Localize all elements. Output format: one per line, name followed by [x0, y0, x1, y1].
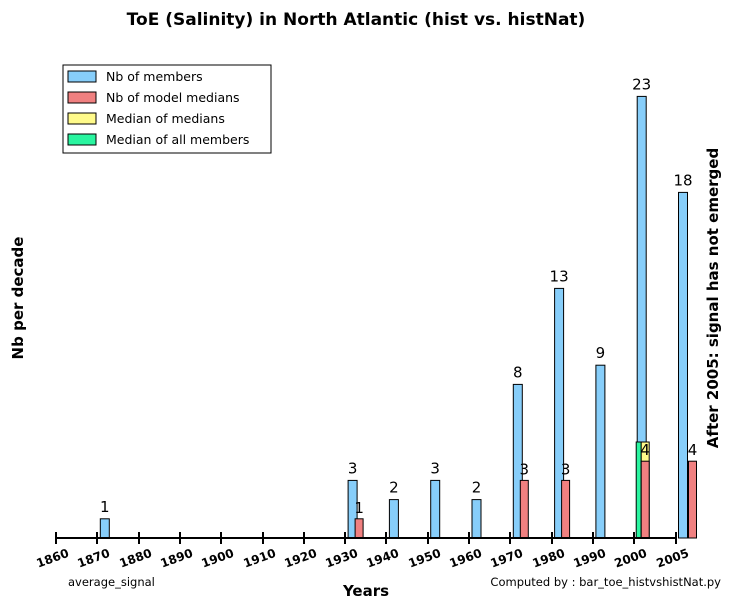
data-label-nb-of-members-1980: 13 [550, 267, 569, 285]
data-label-nb-of-model-medians-1980: 3 [561, 460, 571, 478]
x-tick-label-2000: 2000 [613, 546, 649, 571]
computed-by-note: Computed by : bar_toe_histvshistNat.py [490, 575, 721, 589]
legend-swatch-median-of-medians [67, 112, 97, 125]
data-label-nb-of-members-1960: 2 [472, 479, 482, 497]
x-tick-label-2005: 2005 [655, 546, 691, 571]
data-label-nb-of-model-medians-2005: 4 [688, 441, 698, 459]
right-axis-label: After 2005: signal has not emerged [704, 148, 722, 448]
bar-nb-of-members-1940 [388, 499, 399, 539]
x-tick-label-1930: 1930 [324, 546, 360, 571]
bar-nb-of-members-1960 [471, 499, 482, 539]
legend-swatch-nb-of-model-medians [67, 91, 97, 104]
x-tick-label-1860: 1860 [35, 546, 71, 571]
legend-swatch-nb-of-members [67, 70, 97, 83]
bar-nb-of-members-1990 [595, 364, 606, 539]
data-label-nb-of-members-1990: 9 [596, 344, 606, 362]
legend-box [62, 64, 272, 154]
bar-nb-of-model-medians-1970 [519, 479, 529, 539]
average-signal-note: average_signal [68, 575, 155, 589]
x-tick-label-1960: 1960 [448, 546, 484, 571]
x-tick-label-1980: 1980 [531, 546, 567, 571]
x-axis: 1860 1870 1880 1890 1900 1910 1920 1930 1940 1950… [35, 532, 691, 571]
x-tick-label-1920: 1920 [283, 546, 319, 571]
data-label-nb-of-members-1950: 3 [430, 459, 440, 477]
x-tick-label-1990: 1990 [572, 546, 608, 571]
bar-nb-of-model-medians-1980 [561, 479, 571, 539]
x-tick-label-1870: 1870 [76, 546, 112, 571]
legend: Nb of members Nb of model medians Median o… [62, 64, 272, 154]
data-label-nb-of-model-medians-1930: 1 [354, 499, 364, 517]
bar-nb-of-model-medians-2000 [640, 460, 650, 539]
data-label-nb-of-model-medians-2000: 4 [640, 441, 650, 459]
x-tick-label-1950: 1950 [407, 546, 443, 571]
x-tick-label-1880: 1880 [118, 546, 154, 571]
y-axis-label: Nb per decade [9, 237, 27, 360]
legend-label-nb-of-model-medians: Nb of model medians [106, 90, 240, 105]
data-label-nb-of-members-1930: 3 [348, 459, 358, 477]
chart-title: ToE (Salinity) in North Atlantic (hist v… [127, 10, 586, 30]
data-label-nb-of-members-1970: 8 [513, 363, 523, 381]
x-axis-label: Years [342, 582, 389, 600]
bars-group [99, 95, 697, 539]
legend-label-median-of-all-members: Median of all members [106, 132, 249, 147]
data-label-nb-of-members-2000: 23 [632, 75, 651, 93]
data-label-nb-of-model-medians-1970: 3 [520, 460, 530, 478]
data-label-nb-of-members-1870: 1 [100, 498, 110, 516]
x-tick-label-1900: 1900 [200, 546, 236, 571]
bar-nb-of-members-2005 [678, 191, 688, 539]
x-tick-label-1910: 1910 [242, 546, 278, 571]
legend-swatch-median-of-all-members [67, 133, 97, 146]
x-tick-label-1970: 1970 [489, 546, 525, 571]
bar-nb-of-members-1870 [99, 518, 110, 539]
data-label-nb-of-members-2005: 18 [673, 171, 692, 189]
x-tick-label-1940: 1940 [365, 546, 401, 571]
legend-label-median-of-medians: Median of medians [106, 111, 225, 126]
data-label-nb-of-members-1940: 2 [389, 479, 399, 497]
bar-nb-of-members-1950 [430, 479, 441, 539]
bar-nb-of-model-medians-2005 [688, 460, 697, 539]
x-tick-label-1890: 1890 [159, 546, 195, 571]
legend-label-nb-of-members: Nb of members [106, 69, 203, 84]
bar-nb-of-model-medians-1930 [354, 518, 364, 539]
